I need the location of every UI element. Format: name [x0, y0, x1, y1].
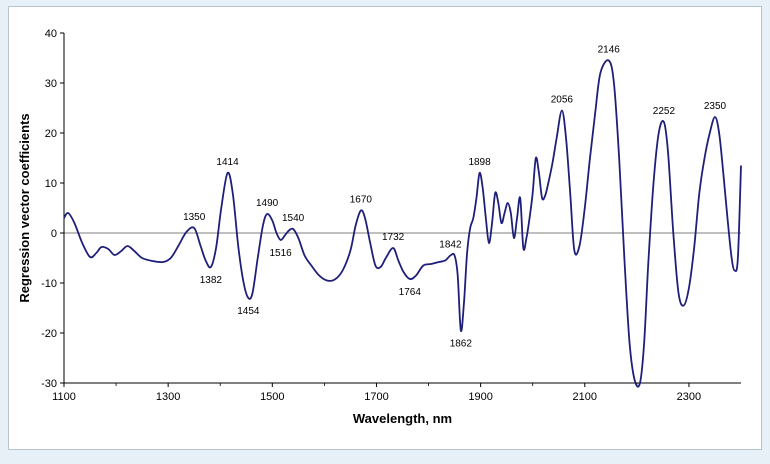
y-tick-label: -30	[41, 378, 57, 390]
peak-label: 1350	[183, 212, 206, 223]
peak-label: 2252	[653, 106, 676, 117]
peak-label: 1842	[439, 240, 462, 251]
x-axis-title: Wavelength, nm	[353, 411, 452, 426]
peak-label: 1764	[399, 287, 422, 298]
chart-plot: -30 -20 -10 0 10 20 30 40 1100 1300 1500 1700 1900 21…	[17, 28, 742, 426]
y-axis-title: Regression vector coefficients	[17, 113, 32, 302]
x-tick-label: 1500	[260, 391, 284, 403]
peak-label: 2146	[598, 45, 621, 56]
y-tick-label: 40	[45, 28, 57, 40]
x-tick-label: 2300	[677, 391, 701, 403]
y-tick-label: -10	[41, 278, 57, 290]
axes	[63, 33, 741, 384]
peak-label: 1414	[216, 157, 239, 168]
y-tick-label: -20	[41, 328, 57, 340]
chart-frame: -30 -20 -10 0 10 20 30 40 1100 1300 1500 1700 1900 21…	[8, 6, 762, 450]
peak-label: 1540	[282, 213, 305, 224]
peak-label: 1898	[468, 157, 491, 168]
peak-annotations: 1350 1382 1414 1454 1490 1516 1540 1670 1732 1764…	[183, 45, 726, 350]
y-tick-label: 0	[51, 228, 57, 240]
peak-label: 2056	[551, 95, 574, 106]
axis-ticks: -30 -20 -10 0 10 20 30 40 1100 1300 1500 1700 1900 21…	[41, 28, 701, 403]
peak-label: 1454	[237, 306, 260, 317]
x-tick-label: 1700	[364, 391, 388, 403]
x-tick-label: 1900	[468, 391, 492, 403]
x-tick-label: 1100	[52, 391, 76, 403]
series-line	[63, 59, 742, 388]
peak-label: 1732	[382, 232, 405, 243]
y-tick-label: 10	[45, 178, 57, 190]
x-tick-label: 1300	[156, 391, 180, 403]
plot-area	[64, 33, 741, 383]
peak-label: 1670	[350, 195, 373, 206]
y-tick-label: 30	[45, 78, 57, 90]
y-tick-label: 20	[45, 128, 57, 140]
x-tick-label: 2100	[573, 391, 597, 403]
peak-label: 2350	[704, 101, 727, 112]
peak-label: 1490	[256, 198, 279, 209]
peak-label: 1516	[270, 248, 293, 259]
peak-label: 1382	[200, 275, 223, 286]
peak-label: 1862	[450, 339, 473, 350]
